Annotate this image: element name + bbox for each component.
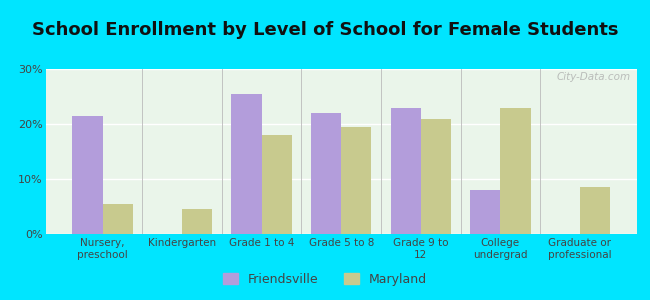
Bar — [470, 190, 500, 234]
Bar — [231, 94, 262, 234]
Bar — [391, 107, 421, 234]
Bar — [311, 113, 341, 234]
Bar — [341, 127, 372, 234]
Bar — [103, 204, 133, 234]
Text: School Enrollment by Level of School for Female Students: School Enrollment by Level of School for… — [32, 21, 618, 39]
Bar — [262, 135, 292, 234]
Bar — [72, 116, 103, 234]
Legend: Friendsville, Maryland: Friendsville, Maryland — [218, 268, 432, 291]
Bar — [500, 107, 530, 234]
Text: City-Data.com: City-Data.com — [557, 72, 631, 82]
Bar — [421, 118, 451, 234]
Bar — [580, 187, 610, 234]
Bar — [182, 209, 213, 234]
